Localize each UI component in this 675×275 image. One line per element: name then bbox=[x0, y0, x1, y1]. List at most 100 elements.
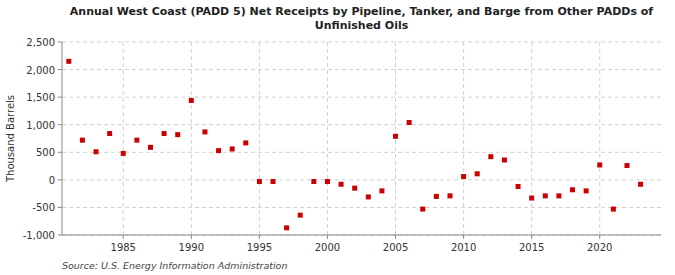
point bbox=[611, 207, 616, 212]
tick-mark bbox=[58, 179, 62, 180]
tick-mark bbox=[191, 235, 192, 239]
point bbox=[475, 171, 480, 176]
tick-mark bbox=[58, 42, 62, 43]
point bbox=[584, 188, 589, 193]
tick-label: 1990 bbox=[179, 242, 204, 253]
point bbox=[175, 132, 180, 137]
grid-line bbox=[259, 42, 260, 235]
grid-line bbox=[62, 124, 661, 125]
tick-label: -500 bbox=[32, 202, 55, 213]
point bbox=[66, 59, 71, 64]
point bbox=[488, 154, 493, 159]
point bbox=[597, 162, 602, 167]
point bbox=[107, 131, 112, 136]
tick-label: 0 bbox=[49, 175, 55, 186]
tick-label: -1,000 bbox=[23, 230, 55, 241]
grid-line bbox=[62, 97, 661, 98]
tick-label: 2,000 bbox=[26, 65, 55, 76]
point bbox=[420, 207, 425, 212]
point bbox=[325, 179, 330, 184]
tick-label: 1995 bbox=[247, 242, 272, 253]
tick-mark bbox=[531, 235, 532, 239]
point bbox=[216, 148, 221, 153]
point bbox=[243, 140, 248, 145]
point bbox=[447, 193, 452, 198]
tick-mark bbox=[327, 235, 328, 239]
grid-line bbox=[62, 207, 661, 208]
point bbox=[638, 182, 643, 187]
grid-line bbox=[463, 42, 464, 235]
point bbox=[556, 193, 561, 198]
tick-label: 2015 bbox=[519, 242, 544, 253]
tick-label: 2020 bbox=[587, 242, 612, 253]
grid-line bbox=[191, 42, 192, 235]
tick-mark bbox=[123, 235, 124, 239]
point bbox=[379, 188, 384, 193]
point bbox=[624, 163, 629, 168]
grid-line bbox=[62, 152, 661, 153]
tick-label: 2005 bbox=[383, 242, 408, 253]
tick-mark bbox=[463, 235, 464, 239]
grid-line bbox=[327, 42, 328, 235]
point bbox=[516, 184, 521, 189]
point bbox=[189, 98, 194, 103]
axes: -1,000 -500 0 500 1,000 1,500 2,000 2,500 1985 19… bbox=[23, 37, 661, 253]
point bbox=[407, 120, 412, 125]
point bbox=[284, 225, 289, 230]
y-axis-line bbox=[62, 42, 63, 235]
grid-line bbox=[62, 179, 661, 180]
grid-line bbox=[62, 69, 661, 70]
point bbox=[230, 146, 235, 151]
point bbox=[134, 138, 139, 143]
y-axis-label: Thousand Barrels bbox=[5, 95, 16, 183]
grid-line bbox=[62, 42, 661, 43]
tick-mark bbox=[58, 235, 62, 236]
points bbox=[66, 59, 643, 231]
chart: Annual West Coast (PADD 5) Net Receipts … bbox=[0, 0, 675, 275]
tick-mark bbox=[395, 235, 396, 239]
tick-mark bbox=[58, 152, 62, 153]
grid bbox=[62, 42, 661, 235]
point bbox=[502, 158, 507, 163]
grid-line bbox=[123, 42, 124, 235]
tick-label: 1985 bbox=[111, 242, 136, 253]
point bbox=[271, 179, 276, 184]
tick-mark bbox=[58, 207, 62, 208]
grid-line bbox=[62, 235, 661, 236]
tick-label: 2,500 bbox=[26, 37, 55, 48]
point bbox=[311, 179, 316, 184]
tick-label: 1,000 bbox=[26, 120, 55, 131]
point bbox=[339, 182, 344, 187]
point bbox=[298, 213, 303, 218]
title-line: Annual West Coast (PADD 5) Net Receipts … bbox=[70, 5, 654, 18]
point bbox=[202, 129, 207, 134]
grid-line bbox=[599, 42, 600, 235]
point bbox=[570, 187, 575, 192]
tick-label: 2010 bbox=[451, 242, 476, 253]
point bbox=[148, 145, 153, 150]
point bbox=[366, 194, 371, 199]
point bbox=[80, 138, 85, 143]
tick-mark bbox=[58, 124, 62, 125]
point bbox=[461, 174, 466, 179]
source: Source: U.S. Energy Information Administ… bbox=[62, 260, 287, 271]
tick-mark bbox=[58, 97, 62, 98]
tick-label: 2000 bbox=[315, 242, 340, 253]
point bbox=[529, 196, 534, 201]
point bbox=[352, 186, 357, 191]
point bbox=[121, 151, 126, 156]
point bbox=[94, 149, 99, 154]
x-axis-line bbox=[62, 235, 661, 236]
tick-mark bbox=[259, 235, 260, 239]
point bbox=[434, 194, 439, 199]
title-line: Unfinished Oils bbox=[315, 19, 409, 32]
tick-mark bbox=[58, 69, 62, 70]
tick-label: 1,500 bbox=[26, 92, 55, 103]
point bbox=[543, 193, 548, 198]
point bbox=[162, 131, 167, 136]
point bbox=[257, 179, 262, 184]
tick-label: 500 bbox=[36, 147, 55, 158]
grid-line bbox=[531, 42, 532, 235]
point bbox=[393, 134, 398, 139]
title: Annual West Coast (PADD 5) Net Receipts … bbox=[70, 5, 654, 32]
